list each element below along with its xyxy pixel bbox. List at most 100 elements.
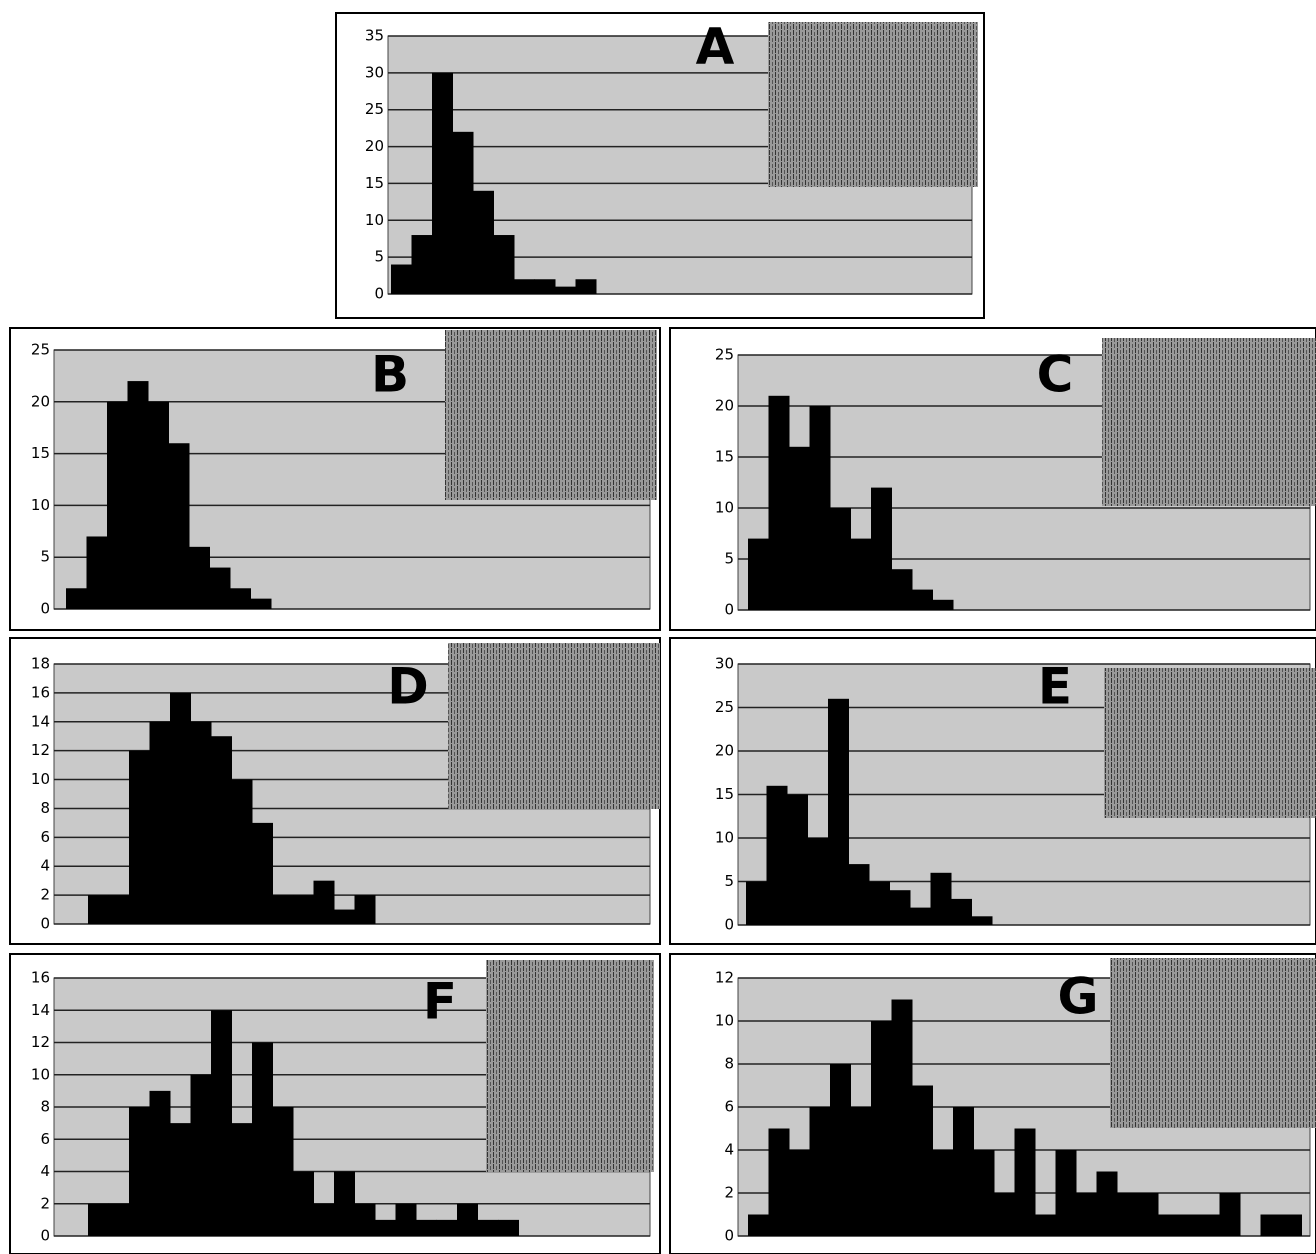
bar (354, 895, 376, 924)
y-tick-label: 8 (724, 1055, 734, 1073)
y-tick-label: 20 (365, 137, 384, 155)
bar (129, 750, 150, 924)
bar (148, 401, 169, 609)
bar (334, 1171, 355, 1236)
bar (252, 822, 273, 924)
bar (493, 235, 515, 294)
inset-photo (1104, 668, 1316, 818)
bar (789, 1150, 810, 1236)
inset-photo (445, 330, 657, 500)
bar (88, 1203, 109, 1236)
bar (189, 546, 210, 609)
bar (768, 395, 790, 610)
bar (170, 1123, 191, 1236)
panel-letter: F (423, 973, 457, 1031)
y-tick-label: 0 (40, 600, 50, 618)
bar (1281, 1214, 1302, 1236)
bar (1096, 1171, 1118, 1236)
y-tick-label: 25 (715, 346, 734, 364)
bar (1158, 1214, 1179, 1236)
y-tick-label: 15 (715, 785, 734, 803)
bar (334, 909, 355, 924)
bar (416, 1219, 437, 1236)
bar (912, 589, 933, 610)
y-tick-label: 25 (715, 698, 734, 716)
y-tick-label: 10 (365, 211, 384, 229)
bar (809, 1107, 831, 1236)
bar (891, 569, 913, 610)
y-tick-label: 10 (31, 1065, 50, 1083)
bar (828, 698, 849, 925)
bar (932, 599, 954, 610)
y-tick-label: 0 (40, 1227, 50, 1245)
bar (746, 881, 767, 925)
bar (211, 1010, 232, 1236)
y-tick-label: 4 (40, 1162, 50, 1180)
bar (452, 131, 474, 294)
y-tick-label: 14 (31, 1001, 50, 1019)
panel-letter: E (1038, 658, 1072, 716)
panel-letter: A (696, 18, 735, 76)
bar (293, 895, 314, 924)
bar (971, 916, 993, 925)
bar (498, 1219, 519, 1236)
bar (211, 736, 232, 924)
bar (789, 446, 810, 610)
y-tick-label: 15 (715, 448, 734, 466)
y-tick-label: 0 (724, 916, 734, 934)
panel-letter: D (387, 658, 429, 716)
y-tick-label: 2 (40, 1194, 50, 1212)
bar (575, 279, 597, 294)
bar (108, 1203, 130, 1236)
y-tick-label: 0 (724, 601, 734, 619)
y-tick-label: 10 (715, 829, 734, 847)
bar (889, 890, 911, 925)
y-tick-label: 20 (715, 742, 734, 760)
bar (129, 1107, 150, 1236)
y-tick-label: 14 (31, 712, 50, 730)
bar (766, 785, 788, 925)
bar (1219, 1193, 1241, 1236)
bar (555, 286, 576, 294)
bar (231, 779, 253, 924)
y-tick-label: 16 (31, 683, 50, 701)
y-tick-label: 5 (724, 872, 734, 890)
bar (168, 443, 190, 609)
bar (395, 1203, 417, 1236)
bar (108, 895, 130, 924)
bar (1178, 1214, 1200, 1236)
bar (1117, 1193, 1138, 1236)
y-tick-label: 16 (31, 969, 50, 987)
inset-photo (1102, 338, 1316, 506)
bar (252, 1042, 273, 1236)
bar (149, 721, 171, 924)
bar (994, 1193, 1015, 1236)
bar (66, 588, 87, 609)
bar (272, 1107, 294, 1236)
bar (170, 692, 191, 924)
bar (231, 1123, 253, 1236)
bar (830, 1064, 851, 1236)
bar (88, 895, 109, 924)
inset-photo (768, 22, 978, 187)
bar (149, 1090, 171, 1236)
bar (313, 1203, 335, 1236)
y-tick-label: 12 (715, 969, 734, 987)
bar (534, 279, 556, 294)
panel-letter: B (371, 346, 409, 404)
bar (850, 538, 872, 610)
bar (910, 907, 931, 925)
inset-photo (448, 643, 660, 809)
bar (912, 1085, 933, 1236)
bar (209, 567, 231, 609)
bar (1260, 1214, 1282, 1236)
bar (1035, 1214, 1056, 1236)
y-tick-label: 35 (365, 27, 384, 45)
bar (869, 881, 890, 925)
y-tick-label: 6 (40, 828, 50, 846)
y-tick-label: 20 (715, 397, 734, 415)
bar (432, 72, 453, 294)
bar (891, 999, 913, 1236)
bar (1199, 1214, 1220, 1236)
